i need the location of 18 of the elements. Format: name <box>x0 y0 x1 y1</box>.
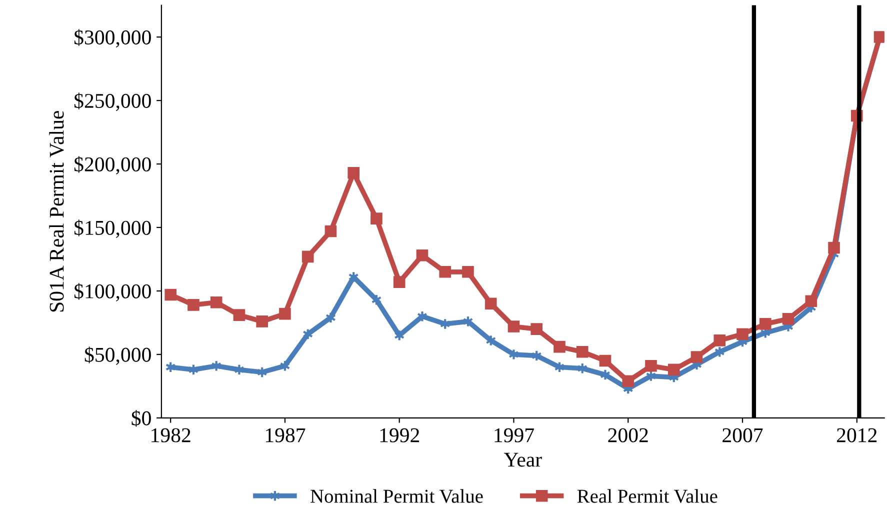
x-tick-label: 1992 <box>380 428 420 442</box>
y-tick-label: $50,000 <box>84 346 151 365</box>
x-tick-label: 2002 <box>608 428 648 442</box>
x-tick-label: 1997 <box>494 428 534 442</box>
x-tick-label: 2012 <box>836 428 877 442</box>
x-tick-label: 1987 <box>266 428 306 442</box>
y-tick-label: $100,000 <box>74 283 151 302</box>
y-tick-label: $150,000 <box>74 220 151 238</box>
y-tick-label: $0 <box>132 410 151 427</box>
x-axis-title: Year <box>504 452 542 467</box>
x-tick-label: 2007 <box>722 428 763 442</box>
y-tick-label: $300,000 <box>74 29 151 48</box>
x-tick-label: 1982 <box>152 428 190 442</box>
y-tick-label: $200,000 <box>74 156 151 174</box>
y-tick-label: $250,000 <box>74 92 151 111</box>
legend-label: Nominal Permit Value <box>310 489 483 503</box>
legend-label: Real Permit Value <box>577 489 718 503</box>
y-axis-title: S01A Real Permit Value <box>49 110 64 312</box>
